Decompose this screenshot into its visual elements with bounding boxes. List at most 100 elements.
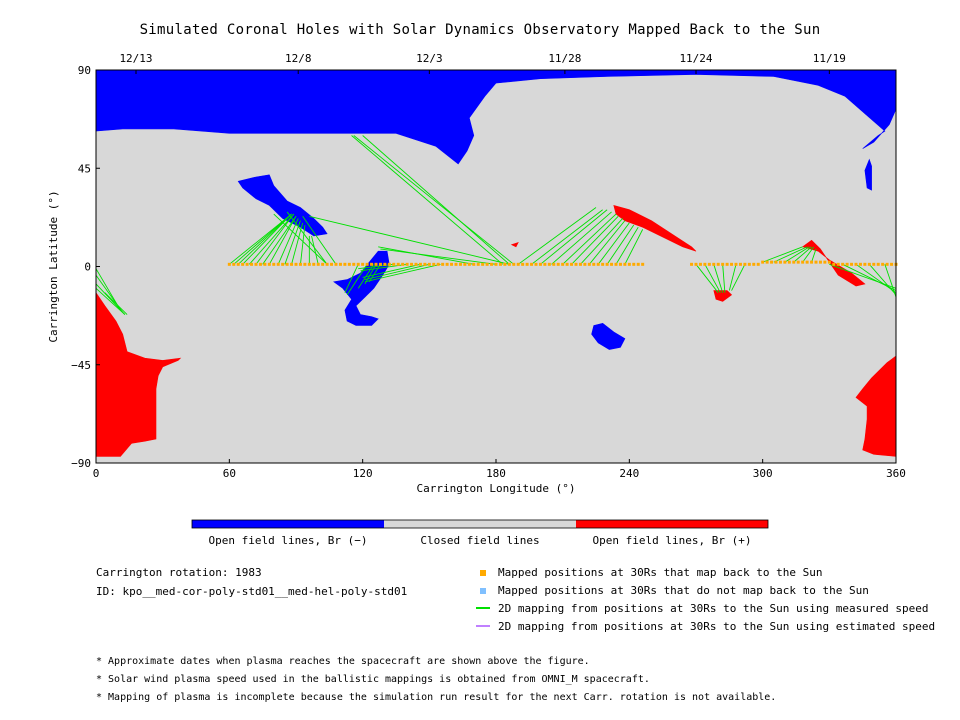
x-axis: 0 60 120 180 240 300 360 <box>93 459 906 480</box>
mapped-position-dot <box>578 262 582 266</box>
note-speed-source: * Solar wind plasma speed used in the ba… <box>96 674 650 685</box>
mapped-position-dot <box>805 260 809 264</box>
mapping-line <box>286 211 328 265</box>
colorbar <box>191 519 769 529</box>
note-incomplete: * Mapping of plasma is incomplete becaus… <box>96 692 777 703</box>
mapped-position-dot <box>734 262 738 266</box>
mapped-position-dot <box>392 262 396 266</box>
mapped-position-dot <box>436 262 440 266</box>
mapped-position-dot <box>836 262 840 266</box>
mapped-position-dot <box>507 262 511 266</box>
open-positive-speck <box>510 241 519 248</box>
mapped-position-dot <box>530 262 534 266</box>
mapped-position-dot <box>570 262 574 266</box>
open-positive-south-left <box>95 291 182 457</box>
note-dates: * Approximate dates when plasma reaches … <box>96 656 590 667</box>
y-tick-label: 0 <box>84 261 91 274</box>
mapped-position-dot <box>605 262 609 266</box>
mapping-line <box>615 226 639 265</box>
measured-speed-swatch <box>476 607 490 609</box>
mapped-position-dot <box>352 262 356 266</box>
x-tick-label: 60 <box>223 467 236 480</box>
mapping-line <box>540 209 608 265</box>
mapped-position-dot <box>796 260 800 264</box>
mapped-position-dot <box>543 262 547 266</box>
mapping-line <box>731 264 746 291</box>
mapped-back-swatch <box>480 570 486 576</box>
mapped-position-dot <box>378 262 382 266</box>
mapping-line <box>855 263 897 294</box>
mapping-line <box>277 218 299 265</box>
mapping-line <box>606 224 635 265</box>
mapped-position-dot <box>267 262 271 266</box>
mapped-position-dot <box>285 262 289 266</box>
mapped-position-dot <box>890 262 894 266</box>
mapped-position-dot <box>743 262 747 266</box>
mapped-position-dot <box>232 262 236 266</box>
mapped-position-dot <box>623 262 627 266</box>
mapped-position-dot <box>423 262 427 266</box>
mapping-line <box>793 246 812 263</box>
mapped-position-dot <box>338 262 342 266</box>
mapped-position-dot <box>765 260 769 264</box>
mapped-position-dot <box>867 262 871 266</box>
mapped-position-dot <box>627 262 631 266</box>
mapped-position-dot <box>778 260 782 264</box>
mapped-position-dot <box>752 262 756 266</box>
mapped-position-dot <box>756 262 760 266</box>
mapped-position-dot <box>761 260 765 264</box>
mapped-position-dot <box>694 262 698 266</box>
mapped-position-dot <box>850 262 854 266</box>
mapped-position-dot <box>632 262 636 266</box>
mapped-position-dot <box>370 262 374 266</box>
mapping-line <box>571 215 619 265</box>
mapped-position-dot <box>401 262 405 266</box>
mapped-position-dot <box>463 262 467 266</box>
mapped-position-dot <box>534 262 538 266</box>
mapped-positions <box>227 260 898 266</box>
mapped-position-dot <box>587 262 591 266</box>
date-tick-label: 12/8 <box>285 52 312 65</box>
mapped-position-dot <box>738 262 742 266</box>
mapping-line <box>233 213 292 265</box>
mapped-position-dot <box>481 262 485 266</box>
mapped-position-dot <box>445 262 449 266</box>
x-axis-label: Carrington Longitude (°) <box>417 482 576 495</box>
mapped-position-dot <box>250 262 254 266</box>
mapped-position-dot <box>476 262 480 266</box>
mapping-line <box>562 213 617 265</box>
mapped-position-dot <box>485 262 489 266</box>
mapping-line <box>802 246 815 263</box>
mapping-line <box>362 263 421 278</box>
y-tick-label: −45 <box>71 359 91 372</box>
mapped-position-dot <box>458 262 462 266</box>
mapped-position-dot <box>343 262 347 266</box>
mapping-line <box>762 246 803 263</box>
mapped-position-dot <box>854 262 858 266</box>
mapped-position-dot <box>263 262 267 266</box>
mapping-line <box>811 248 817 263</box>
estimated-speed-swatch <box>476 625 490 627</box>
mapped-position-dot <box>885 262 889 266</box>
mapped-position-dot <box>712 262 716 266</box>
mapped-position-dot <box>547 262 551 266</box>
mapped-position-dot <box>583 262 587 266</box>
mapping-line <box>773 246 808 263</box>
mapped-position-dot <box>730 262 734 266</box>
mapping-line <box>284 220 301 265</box>
mapped-position-dot <box>863 262 867 266</box>
mapped-position-dot <box>281 262 285 266</box>
mapping-line <box>302 216 337 265</box>
mapping-line <box>344 264 359 293</box>
mapped-position-dot <box>872 262 876 266</box>
mapped-position-dot <box>636 262 640 266</box>
mapped-position-dot <box>325 262 329 266</box>
mapping-line <box>704 264 721 293</box>
mapping-line <box>273 213 328 265</box>
legend-estimated-speed: 2D mapping from positions at 30Rs to the… <box>498 620 936 633</box>
mapped-position-dot <box>396 262 400 266</box>
mapped-position-dot <box>703 262 707 266</box>
y-axis: 90 45 0 −45 −90 <box>71 64 100 470</box>
mapped-position-dot <box>227 262 231 266</box>
colorbar-negative <box>192 520 384 528</box>
